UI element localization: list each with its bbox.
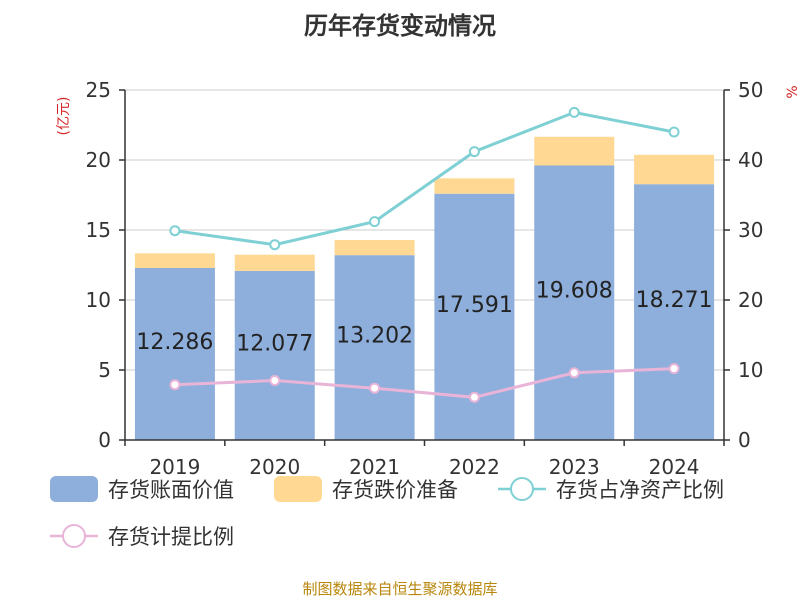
provision-ratio-point (369, 382, 381, 394)
bar-book-value (334, 255, 415, 440)
net-asset-ratio-point (269, 239, 281, 251)
right-axis-tick-label: 10 (738, 358, 763, 382)
bar-book-value (634, 184, 715, 440)
data-label: 19.608 (536, 279, 613, 304)
bar-provision (334, 240, 415, 256)
provision-ratio-point (568, 367, 580, 379)
left-axis-tick-label: 20 (86, 148, 111, 172)
x-axis-tick-label: 2019 (149, 455, 200, 479)
x-axis-tick-label: 2024 (649, 455, 700, 479)
bar-provision (434, 178, 515, 194)
net-asset-ratio-point (169, 225, 181, 237)
data-label: 12.286 (136, 330, 213, 355)
net-asset-ratio-point (468, 146, 480, 158)
left-axis-unit: (亿元) (56, 97, 72, 136)
bar-book-value (234, 270, 315, 440)
provision-ratio-point (468, 391, 480, 403)
legend-provision-ratio-label: 存货计提比例 (108, 525, 234, 549)
x-axis-tick-label: 2020 (249, 455, 300, 479)
left-axis-tick-label: 0 (98, 428, 111, 452)
bar-provision (534, 136, 615, 166)
right-axis-tick-label: 0 (738, 428, 751, 452)
bar-book-value (534, 165, 615, 440)
x-axis-tick-label: 2022 (449, 455, 500, 479)
legend-net-asset-ratio-swatch-marker (510, 477, 534, 501)
provision-ratio-line (174, 367, 675, 399)
right-axis-tick-label: 20 (738, 288, 763, 312)
right-axis-tick-label: 50 (738, 78, 763, 102)
provision-ratio-point (668, 363, 680, 375)
legend-provision-label: 存货跌价准备 (332, 478, 458, 502)
legend-net-asset-ratio-label: 存货占净资产比例 (556, 478, 724, 502)
x-axis-tick-label: 2021 (349, 455, 400, 479)
line-series (169, 106, 680, 403)
legend-provision-swatch (274, 476, 322, 502)
net-asset-ratio-line (174, 110, 675, 247)
bar-provision (134, 253, 215, 268)
left-axis-tick-label: 10 (86, 288, 111, 312)
data-label: 18.271 (636, 288, 713, 313)
left-axis-tick-label: 5 (98, 358, 111, 382)
net-asset-ratio-point (568, 106, 580, 118)
data-labels: 12.286 12.077 13.202 17.591 19.608 18.271 (136, 279, 712, 357)
net-asset-ratio-point (369, 216, 381, 228)
provision-ratio-point (169, 379, 181, 391)
bar-provision (634, 154, 715, 185)
chart-title: 历年存货变动情况 (304, 12, 496, 40)
left-axis-tick-label: 25 (86, 78, 111, 102)
data-label: 12.077 (236, 331, 313, 356)
right-axis-unit: % (785, 85, 800, 98)
net-asset-ratio-point (668, 126, 680, 138)
x-axis-tick-label: 2023 (549, 455, 600, 479)
data-label: 17.591 (436, 293, 513, 318)
left-axis-tick-label: 15 (86, 218, 111, 242)
legend-provision-ratio-swatch-marker (62, 524, 86, 548)
bar-provision (234, 254, 315, 271)
data-source-note: 制图数据来自恒生聚源数据库 (302, 580, 498, 598)
data-label: 13.202 (336, 324, 413, 349)
legend-book-value-label: 存货账面价值 (108, 478, 234, 502)
right-axis-tick-label: 30 (738, 218, 763, 242)
bar-book-value (134, 267, 215, 440)
axes: 0 5 10 15 20 25 0 10 20 30 40 50 2019 2020 2021 2022 202… (86, 78, 764, 479)
right-axis-tick-label: 40 (738, 148, 763, 172)
provision-ratio-point (269, 375, 281, 386)
bar-series (134, 136, 715, 440)
legend-book-value-swatch (50, 476, 98, 502)
